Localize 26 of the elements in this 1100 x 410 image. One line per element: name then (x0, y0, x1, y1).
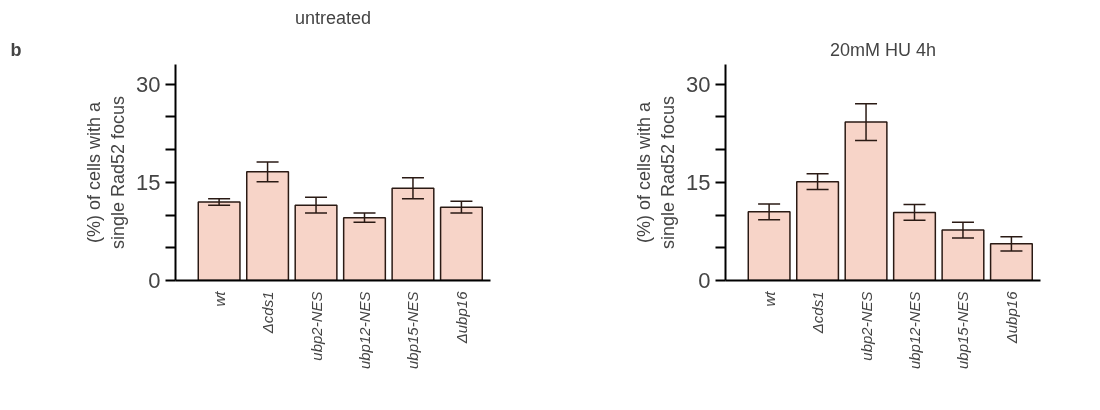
x-tick-label: Δubp16 (1002, 290, 1020, 345)
x-tick-label: Δcds1 (259, 291, 277, 335)
y-tick-label: 15 (686, 169, 711, 195)
x-tick-label: ubp15-NES (404, 291, 422, 370)
bar (342, 216, 387, 281)
chart-title: untreated (294, 7, 372, 28)
x-tick-label: Δcds1 (809, 291, 827, 335)
x-tick-label: wt (210, 290, 228, 307)
y-tick-label: 15 (136, 169, 161, 195)
bar (197, 201, 241, 281)
x-tick-label: ubp2-NES (857, 291, 875, 361)
y-tick-label: 30 (136, 71, 161, 97)
x-tick-label: ubp15-NES (954, 291, 972, 370)
text: b (10, 39, 22, 60)
bar (439, 206, 484, 281)
y-axis-title: (%) of cells with a single Rad52 focus (84, 95, 129, 250)
x-tick-label: ubp2-NES (307, 291, 325, 361)
x-tick-label: ubp12-NES (906, 291, 923, 370)
x-tick-label: wt (760, 290, 778, 307)
y-tick-label: 0 (148, 268, 161, 293)
y-tick-label: 30 (686, 71, 711, 97)
x-tick-label: Δubp16 (452, 290, 470, 345)
y-axis-title: (%) of cells with a single Rad52 focus (634, 95, 679, 250)
chart-title: 20mM HU 4h (829, 39, 937, 60)
y-tick-label: 0 (698, 268, 711, 293)
x-tick-label: ubp12-NES (356, 291, 373, 370)
